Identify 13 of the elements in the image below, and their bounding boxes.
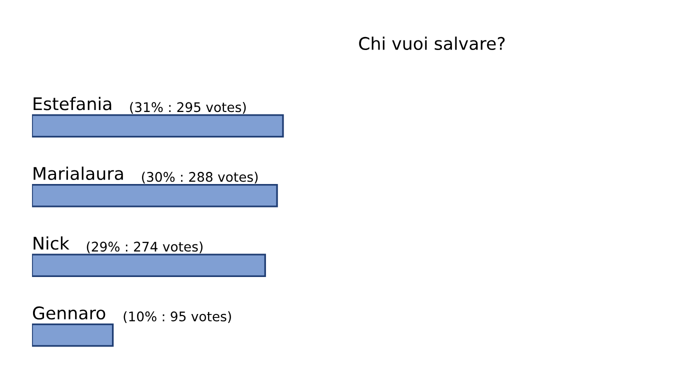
y-tick-label: Gennaro — [32, 306, 106, 320]
y-tick-label: Nick — [34, 236, 70, 250]
bar — [32, 323, 114, 347]
bar — [32, 184, 278, 208]
data-label: (29% : 274 votes) — [86, 241, 202, 254]
y-tick-label: Estefania — [34, 96, 112, 110]
data-label: (31% : 295 votes) — [130, 102, 246, 114]
y-tick-label: Marialaura — [34, 166, 123, 180]
data-label: (10% : 95 votes) — [124, 311, 231, 323]
bar — [32, 254, 266, 278]
text: Chi vuoi salvare? — [359, 36, 505, 50]
data-label: (30% : 288 votes) — [142, 172, 258, 184]
bar — [32, 114, 284, 138]
